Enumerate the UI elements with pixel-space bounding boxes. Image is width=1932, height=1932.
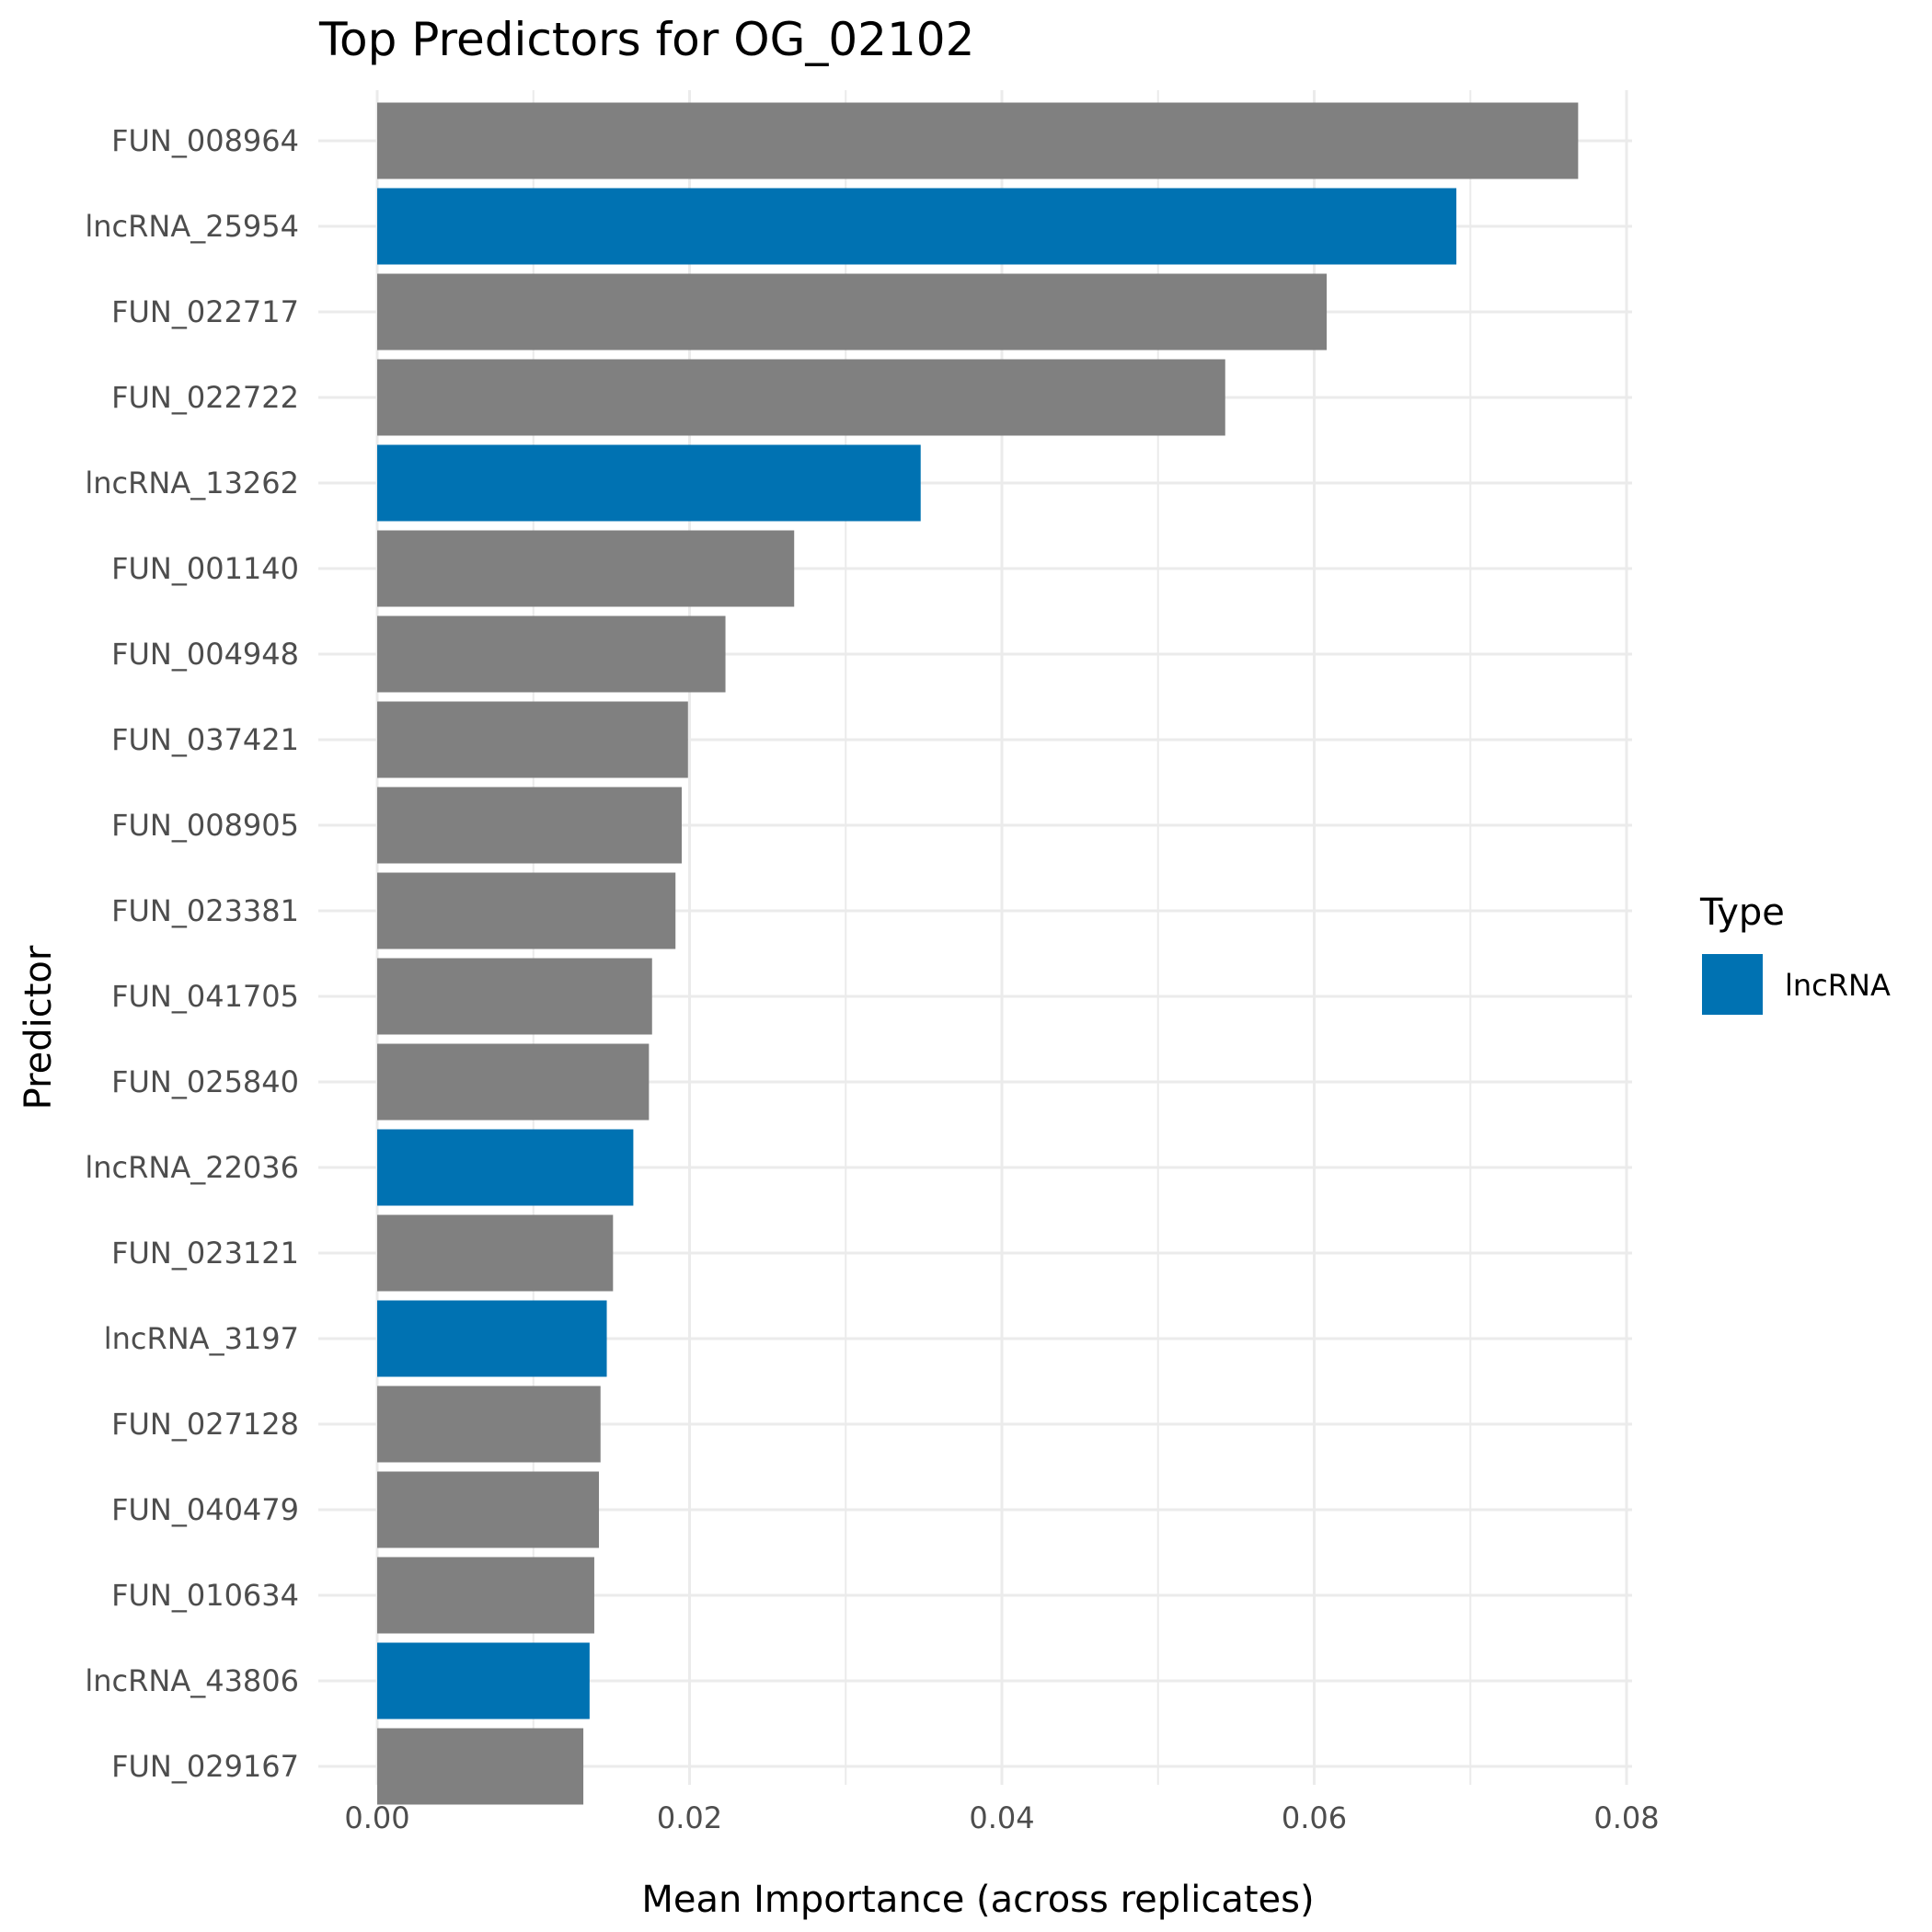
x-tick-label: 0.06 bbox=[1282, 1800, 1347, 1835]
bar-fun-029167 bbox=[377, 1728, 584, 1805]
bar-lncrna-13262 bbox=[377, 444, 921, 522]
x-tick-labels: 0.00 0.02 0.04 0.06 0.08 bbox=[344, 1800, 1659, 1835]
y-tick-label: FUN_008905 bbox=[111, 808, 299, 843]
bar-fun-023381 bbox=[377, 872, 676, 949]
bar-fun-022717 bbox=[377, 273, 1328, 351]
y-tick-label: FUN_025840 bbox=[111, 1064, 299, 1099]
bar-fun-008964 bbox=[377, 102, 1579, 179]
y-tick-label: FUN_022717 bbox=[111, 294, 299, 329]
y-tick-label: FUN_037421 bbox=[111, 722, 299, 757]
y-tick-labels: FUN_008964 lncRNA_25954 FUN_022717 FUN_0227… bbox=[85, 123, 299, 1784]
y-tick-label: FUN_008964 bbox=[111, 123, 299, 158]
y-tick-label: FUN_029167 bbox=[111, 1749, 299, 1784]
bar-fun-022722 bbox=[377, 359, 1225, 436]
legend: Type lncRNA bbox=[1699, 891, 1891, 1015]
bar-fun-001140 bbox=[377, 530, 795, 607]
y-tick-label: FUN_010634 bbox=[111, 1578, 299, 1613]
y-tick-label: lncRNA_22036 bbox=[85, 1150, 299, 1185]
bar-fun-040479 bbox=[377, 1471, 600, 1548]
y-tick-label: FUN_022722 bbox=[111, 380, 299, 415]
bar-lncrna-25954 bbox=[377, 188, 1456, 265]
legend-label-lncrna: lncRNA bbox=[1785, 968, 1891, 1003]
bar-fun-004948 bbox=[377, 615, 726, 693]
y-tick-label: FUN_041705 bbox=[111, 979, 299, 1014]
y-tick-label: FUN_023121 bbox=[111, 1236, 299, 1271]
chart-title: Top Predictors for OG_02102 bbox=[318, 13, 974, 66]
y-tick-label: FUN_040479 bbox=[111, 1492, 299, 1527]
legend-key-lncrna bbox=[1702, 954, 1763, 1015]
y-tick-label: lncRNA_3197 bbox=[104, 1321, 299, 1356]
x-tick-label: 0.02 bbox=[657, 1800, 722, 1835]
x-axis-label: Mean Importance (across replicates) bbox=[641, 1879, 1314, 1921]
bar-lncrna-22036 bbox=[377, 1129, 634, 1206]
y-tick-label: FUN_027128 bbox=[111, 1407, 299, 1442]
bars bbox=[377, 102, 1579, 1805]
bar-fun-008905 bbox=[377, 787, 683, 864]
x-tick-label: 0.08 bbox=[1593, 1800, 1659, 1835]
legend-title: Type bbox=[1699, 891, 1785, 934]
bar-fun-025840 bbox=[377, 1043, 650, 1121]
x-tick-label: 0.00 bbox=[344, 1800, 409, 1835]
bar-fun-010634 bbox=[377, 1557, 594, 1634]
bar-lncrna-43806 bbox=[377, 1642, 590, 1719]
bar-fun-027128 bbox=[377, 1386, 601, 1463]
x-tick-label: 0.04 bbox=[969, 1800, 1034, 1835]
bar-fun-041705 bbox=[377, 958, 652, 1035]
y-tick-label: FUN_001140 bbox=[111, 551, 299, 586]
bar-lncrna-3197 bbox=[377, 1300, 607, 1377]
y-tick-label: FUN_023381 bbox=[111, 893, 299, 928]
y-tick-label: lncRNA_25954 bbox=[85, 209, 299, 244]
y-tick-label: FUN_004948 bbox=[111, 637, 299, 672]
y-tick-label: lncRNA_43806 bbox=[85, 1663, 299, 1698]
bar-fun-023121 bbox=[377, 1214, 614, 1292]
y-tick-label: lncRNA_13262 bbox=[85, 466, 299, 500]
bar-fun-037421 bbox=[377, 701, 688, 778]
y-axis-label: Predictor bbox=[17, 945, 60, 1110]
